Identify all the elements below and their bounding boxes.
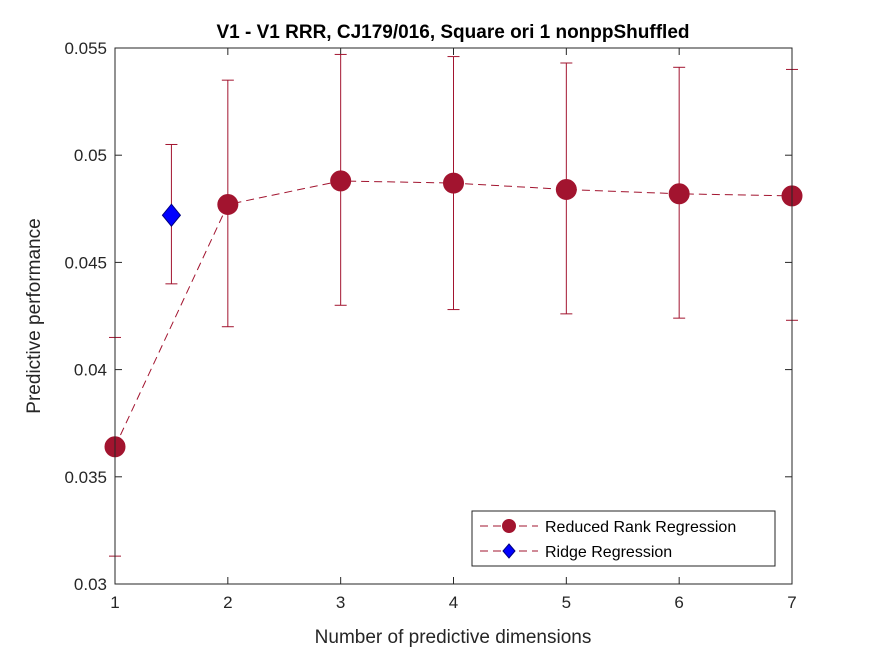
data-point [668,183,690,205]
legend-marker-ridge [502,543,516,559]
y-tick-label: 0.035 [64,468,107,487]
y-tick-label: 0.05 [74,146,107,165]
x-tick-label: 4 [449,593,458,612]
data-point [330,170,352,192]
y-tick-label: 0.045 [64,253,107,272]
series-0 [104,53,803,557]
plot-series [104,53,803,557]
legend-label-rrr: Reduced Rank Regression [545,519,736,536]
legend-marker-rrr [502,519,516,533]
axes-box [114,47,793,585]
data-point [217,194,239,216]
x-axis-label: Number of predictive dimensions [315,627,592,648]
y-tick-label: 0.04 [74,361,107,380]
x-tick-label: 7 [787,593,796,612]
y-tick-label: 0.055 [64,39,107,58]
x-tick-label: 6 [674,593,683,612]
series-1 [161,143,182,285]
data-point [161,203,182,228]
legend-box [471,510,776,567]
x-tick-label: 3 [336,593,345,612]
x-tick-label: 1 [110,593,119,612]
x-tick-label: 5 [562,593,571,612]
data-point [555,179,577,201]
chart-title: V1 - V1 RRR, CJ179/016, Square ori 1 non… [216,22,689,43]
legend: Reduced Rank Regression Ridge Regression [471,510,776,567]
x-tick-label: 2 [223,593,232,612]
legend-label-ridge: Ridge Regression [545,544,672,561]
y-axis-label: Predictive performance [24,218,45,413]
y-tick-label: 0.03 [74,575,107,594]
data-point [443,172,464,194]
